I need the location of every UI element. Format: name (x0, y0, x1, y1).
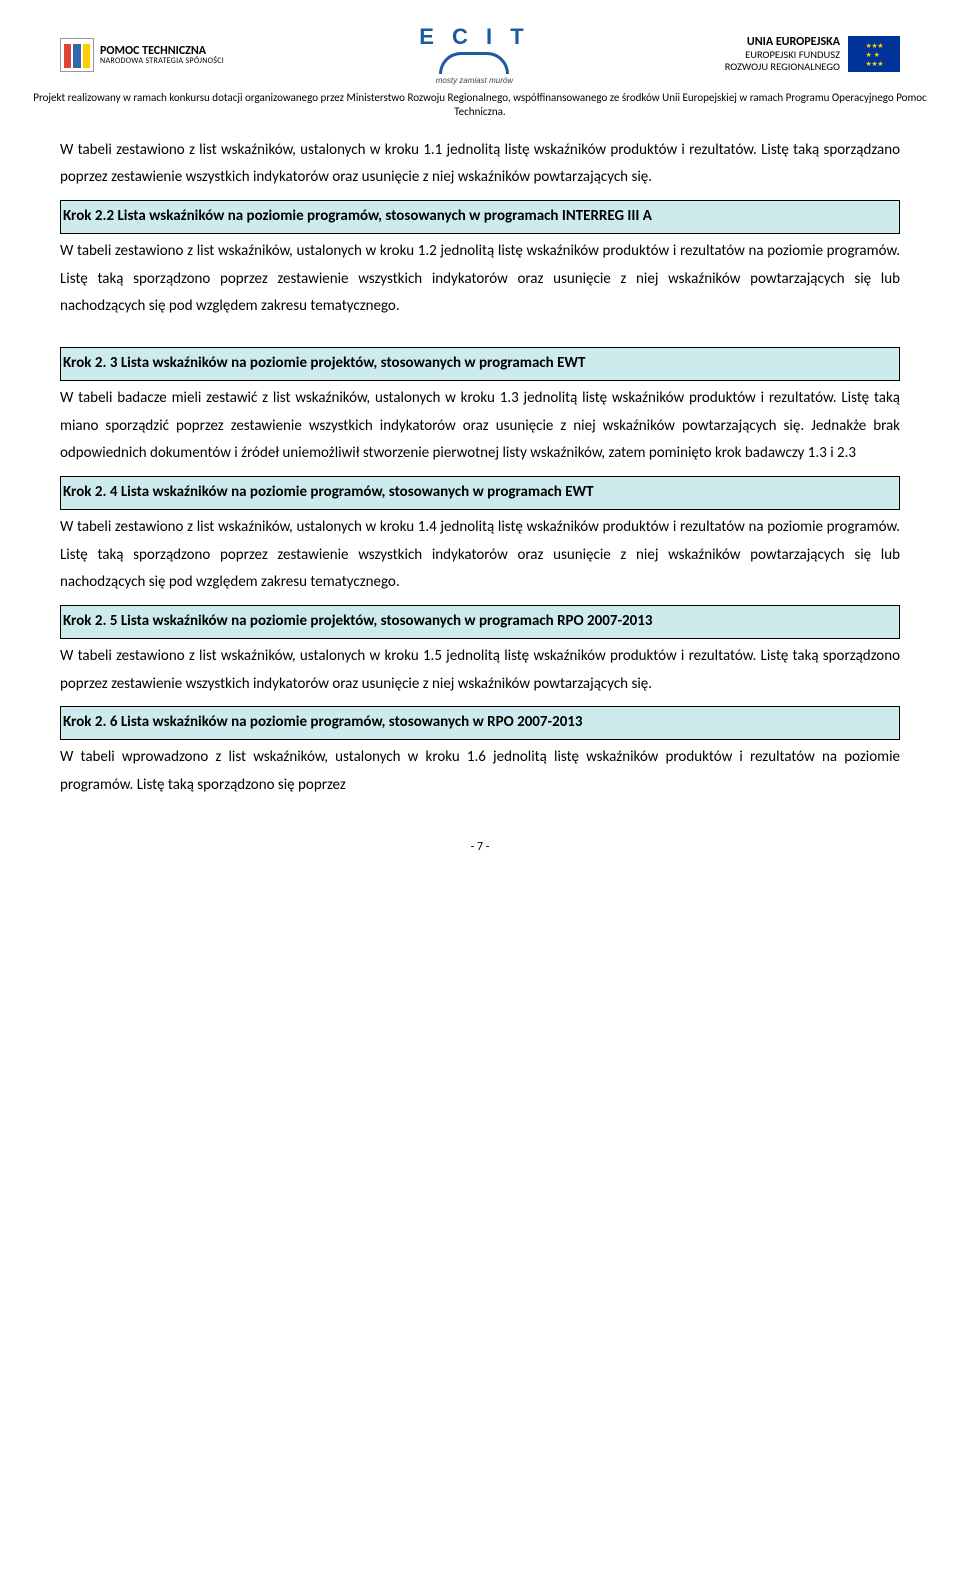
page-number: - 7 - (60, 840, 900, 854)
pt-title: POMOC TECHNICZNA (100, 45, 224, 57)
paragraph-5: W tabeli zestawiono z list wskaźników, u… (60, 643, 900, 699)
ecit-letters: E C I T (419, 24, 529, 50)
paragraph-2: W tabeli zestawiono z list wskaźników, u… (60, 238, 900, 321)
header-row: POMOC TECHNICZNA NARODOWA STRATEGIA SPÓJ… (60, 24, 900, 85)
project-disclaimer: Projekt realizowany w ramach konkursu do… (30, 91, 930, 119)
logo-eu: UNIA EUROPEJSKA EUROPEJSKI FUNDUSZ ROZWO… (725, 36, 900, 74)
pt-subtitle: NARODOWA STRATEGIA SPÓJNOŚCI (100, 57, 224, 65)
heading-krok-2-5: Krok 2. 5 Lista wskaźników na poziomie p… (60, 605, 900, 639)
paragraph-4: W tabeli zestawiono z list wskaźników, u… (60, 514, 900, 597)
heading-krok-2-4: Krok 2. 4 Lista wskaźników na poziomie p… (60, 476, 900, 510)
eu-line-3: ROZWOJU REGIONALNEGO (725, 61, 840, 73)
heading-krok-2-3: Krok 2. 3 Lista wskaźników na poziomie p… (60, 347, 900, 381)
document-body: W tabeli zestawiono z list wskaźników, u… (60, 137, 900, 800)
logo-ecit: E C I T mosty zamiast murów (419, 24, 529, 85)
eu-flag-icon: ★ ★ ★★ ★★ ★ ★ (848, 36, 900, 72)
eu-line-1: UNIA EUROPEJSKA (725, 36, 840, 50)
paragraph-1: W tabeli zestawiono z list wskaźników, u… (60, 137, 900, 193)
ecit-subtitle: mosty zamiast murów (419, 76, 529, 85)
heading-krok-2-2: Krok 2.2 Lista wskaźników na poziomie pr… (60, 200, 900, 234)
pt-flag-icon (60, 38, 94, 72)
logo-pomoc-techniczna: POMOC TECHNICZNA NARODOWA STRATEGIA SPÓJ… (60, 38, 224, 72)
paragraph-6: W tabeli wprowadzono z list wskaźników, … (60, 744, 900, 800)
paragraph-3: W tabeli badacze mieli zestawić z list w… (60, 385, 900, 468)
heading-krok-2-6: Krok 2. 6 Lista wskaźników na poziomie p… (60, 706, 900, 740)
ecit-arch-icon (439, 52, 509, 74)
